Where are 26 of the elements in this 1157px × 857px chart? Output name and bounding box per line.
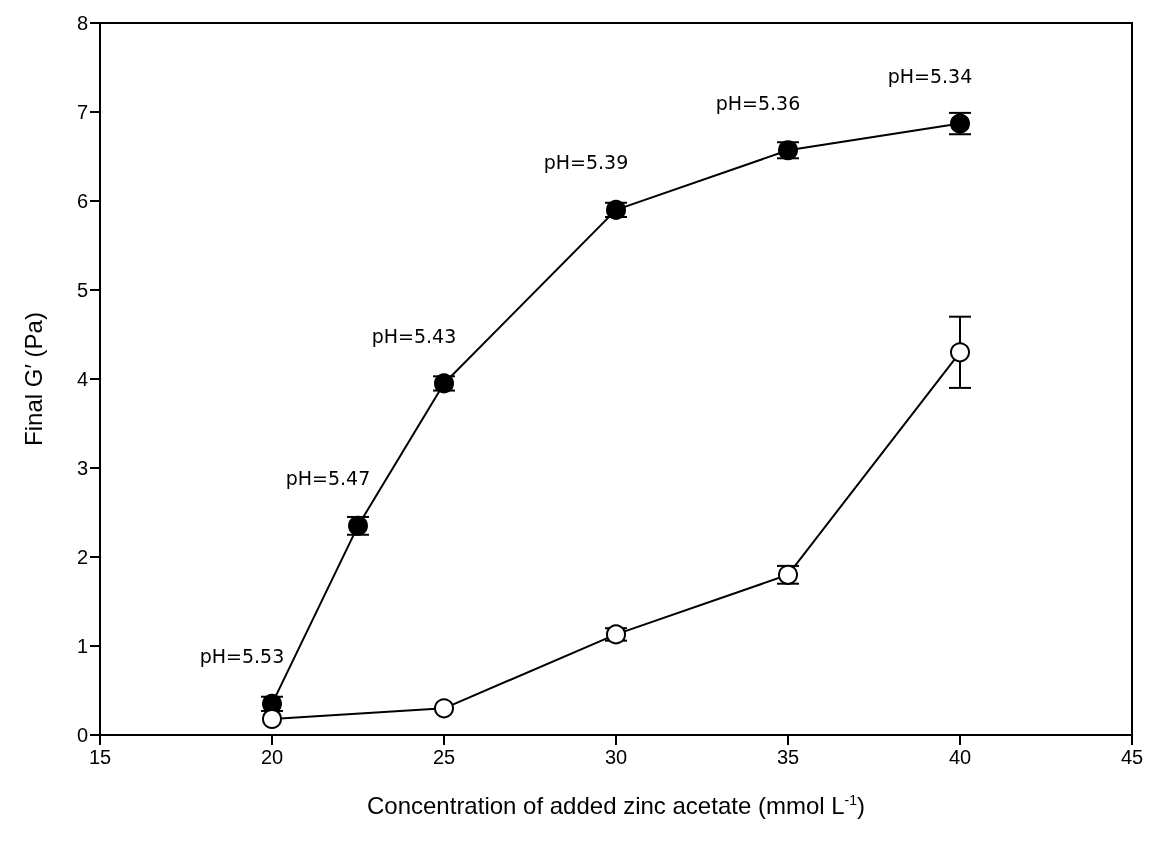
point [262,708,282,729]
annotation: pH=5.39 [543,151,629,174]
x-tick-label: 35 [776,746,800,768]
point [950,342,970,363]
y-tick-label: 3 [76,457,88,479]
y-tick-label: 8 [76,12,88,34]
y-tick-label: 2 [76,546,88,568]
x-tick-label: 25 [432,746,456,768]
point [434,698,454,719]
annotation: pH=5.34 [887,65,973,88]
y-tick-label: 1 [76,635,88,657]
x-tick-label: 15 [88,746,112,768]
annotation: pH=5.53 [199,645,285,668]
annotation: pH=5.36 [715,91,801,114]
y-tick-label: 7 [76,101,88,123]
y-tick-label: 4 [76,368,88,390]
annotation: pH=5.43 [371,324,457,347]
annotation: pH=5.47 [285,467,371,490]
x-tick-label: 30 [604,746,628,768]
y-axis-title: Final G′ (Pa) [19,312,47,446]
x-tick-label: 45 [1120,746,1144,768]
x-tick-label: 20 [260,746,284,768]
y-tick-label: 0 [76,724,88,746]
x-tick-label: 40 [948,746,972,768]
y-tick-label: 5 [76,279,88,301]
y-tick-label: 6 [76,190,88,212]
